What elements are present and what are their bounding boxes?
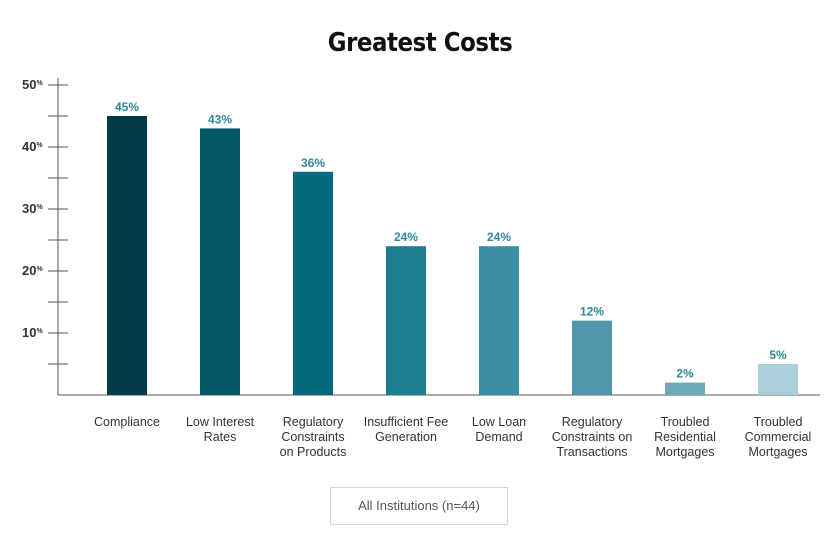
- bar: [479, 246, 519, 395]
- y-tick-label: 30%: [22, 201, 43, 216]
- x-category-label: Regulatory Constraints on Transactions: [552, 415, 633, 459]
- x-category-label: Compliance: [94, 415, 160, 429]
- bar-value-label: 5%: [769, 348, 787, 362]
- bar: [386, 246, 426, 395]
- y-tick-label: 10%: [22, 325, 43, 340]
- bar-value-label: 36%: [301, 156, 325, 170]
- x-category-label: Low Interest Rates: [186, 415, 255, 444]
- bar-value-label: 24%: [394, 230, 418, 244]
- x-category-label: Troubled Commercial Mortgages: [745, 415, 812, 459]
- bar-value-label: 12%: [580, 305, 604, 319]
- bar: [107, 116, 147, 395]
- bar: [665, 382, 705, 395]
- bar: [758, 364, 798, 395]
- chart-title: Greatest Costs: [327, 28, 513, 58]
- x-category-label: Insufficient Fee Generation: [364, 415, 449, 444]
- legend-box: All Institutions (n=44): [330, 487, 508, 525]
- y-tick-label: 40%: [22, 139, 43, 154]
- y-tick-label: 50%: [22, 77, 43, 92]
- bar-value-label: 43%: [208, 112, 232, 126]
- y-tick-label: 20%: [22, 263, 43, 278]
- x-category-label: Regulatory Constraints on Products: [280, 415, 347, 459]
- bar: [572, 320, 612, 395]
- bar-value-label: 45%: [115, 100, 139, 114]
- x-category-label: Troubled Residential Mortgages: [654, 415, 716, 459]
- bar-value-label: 24%: [487, 230, 511, 244]
- bar: [200, 128, 240, 395]
- x-category-label: Low Loan Demand: [472, 415, 526, 444]
- bar: [293, 171, 333, 395]
- bar-value-label: 2%: [676, 367, 694, 381]
